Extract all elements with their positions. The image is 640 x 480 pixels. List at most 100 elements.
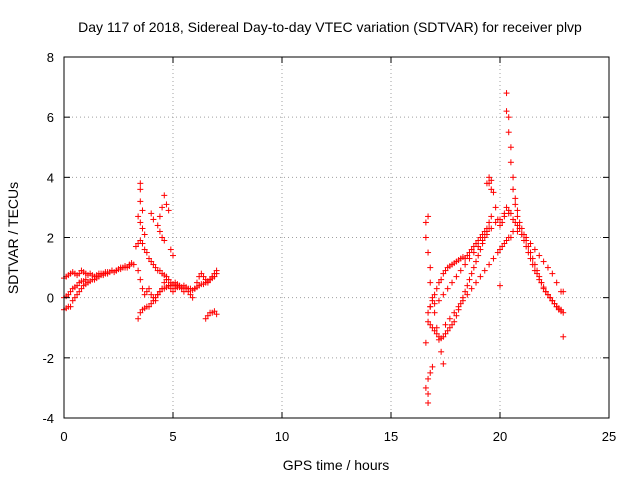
x-axis-label: GPS time / hours: [283, 457, 390, 473]
data-point-marker: [130, 261, 137, 268]
y-tick-label: 0: [47, 291, 54, 306]
data-point-marker: [486, 219, 493, 226]
data-point-marker: [486, 261, 493, 268]
data-point-marker: [464, 291, 471, 298]
data-point-marker: [510, 186, 517, 193]
data-point-marker: [438, 348, 445, 355]
data-point-marker: [457, 267, 464, 274]
data-point-marker: [148, 210, 155, 217]
data-point-marker: [483, 180, 490, 187]
data-point-marker: [560, 288, 567, 295]
data-point-marker: [466, 276, 473, 283]
x-tick-label: 25: [602, 429, 616, 444]
data-point-marker: [435, 279, 442, 286]
data-point-marker: [135, 267, 142, 274]
data-point-marker: [148, 258, 155, 265]
data-point-marker: [146, 255, 153, 262]
data-points: [61, 90, 567, 406]
data-point-marker: [462, 288, 469, 295]
data-point-marker: [67, 303, 74, 310]
data-point-marker: [444, 327, 451, 334]
data-point-marker: [510, 174, 517, 181]
data-point-marker: [82, 276, 89, 283]
data-point-marker: [76, 270, 83, 277]
data-point-marker: [481, 234, 488, 241]
data-point-marker: [536, 252, 543, 259]
data-point-marker: [468, 270, 475, 277]
data-point-marker: [113, 267, 120, 274]
data-point-marker: [422, 384, 429, 391]
data-point-marker: [135, 315, 142, 322]
data-point-marker: [156, 288, 163, 295]
data-point-marker: [425, 249, 432, 256]
data-point-marker: [558, 306, 565, 313]
data-point-marker: [152, 264, 159, 271]
data-point-marker: [442, 321, 449, 328]
x-tick-label: 0: [60, 429, 67, 444]
data-point-marker: [505, 234, 512, 241]
data-point-marker: [433, 330, 440, 337]
data-point-marker: [71, 294, 78, 301]
data-point-marker: [540, 258, 547, 265]
axis-ticks: 0 5 10 15 20 25 -4 -2 0 2 4 6 8: [42, 50, 616, 444]
data-point-marker: [518, 225, 525, 232]
data-point-marker: [170, 252, 176, 259]
data-point-marker: [74, 282, 81, 289]
data-point-marker: [143, 249, 150, 256]
data-point-marker: [137, 219, 144, 226]
data-point-marker: [211, 308, 218, 315]
data-point-marker: [494, 216, 501, 223]
data-point-marker: [473, 258, 480, 265]
data-point-marker: [422, 234, 429, 241]
y-axis-label: SDTVAR / TECUs: [5, 182, 21, 294]
data-point-marker: [488, 213, 495, 220]
data-point-marker: [422, 219, 429, 226]
data-point-marker: [446, 315, 453, 322]
data-point-marker: [143, 288, 150, 295]
data-point-marker: [459, 297, 466, 304]
y-tick-label: 6: [47, 110, 54, 125]
data-point-marker: [520, 231, 527, 238]
data-point-marker: [440, 333, 447, 340]
data-point-marker: [163, 201, 170, 208]
data-point-marker: [425, 399, 432, 406]
data-point-marker: [427, 369, 434, 376]
data-point-marker: [505, 129, 512, 136]
data-point-marker: [503, 108, 510, 115]
x-tick-label: 10: [275, 429, 289, 444]
data-point-marker: [152, 294, 159, 301]
data-point-marker: [483, 231, 490, 238]
data-point-marker: [150, 297, 157, 304]
data-point-marker: [161, 237, 168, 244]
data-point-marker: [156, 267, 163, 274]
data-point-marker: [525, 243, 532, 250]
y-tick-label: 2: [47, 231, 54, 246]
data-point-marker: [132, 243, 139, 250]
data-point-marker: [507, 144, 514, 151]
data-point-marker: [76, 288, 83, 295]
data-point-marker: [431, 300, 438, 307]
data-point-marker: [481, 267, 488, 274]
data-point-marker: [470, 264, 477, 271]
data-point-marker: [505, 114, 512, 121]
data-point-marker: [534, 267, 541, 274]
data-point-marker: [146, 303, 153, 310]
data-point-marker: [148, 300, 155, 307]
data-point-marker: [497, 222, 503, 229]
data-point-marker: [78, 285, 85, 292]
data-point-marker: [473, 240, 480, 247]
data-point-marker: [538, 279, 545, 286]
data-point-marker: [172, 285, 179, 292]
data-point-marker: [435, 297, 442, 304]
data-point-marker: [549, 297, 556, 304]
data-point-marker: [213, 270, 220, 277]
data-point-marker: [503, 204, 510, 211]
data-point-marker: [159, 204, 166, 211]
data-point-marker: [468, 285, 475, 292]
data-point-marker: [429, 297, 436, 304]
data-point-marker: [516, 219, 523, 226]
data-point-marker: [488, 225, 495, 232]
data-point-marker: [189, 294, 196, 301]
data-point-marker: [560, 333, 567, 340]
